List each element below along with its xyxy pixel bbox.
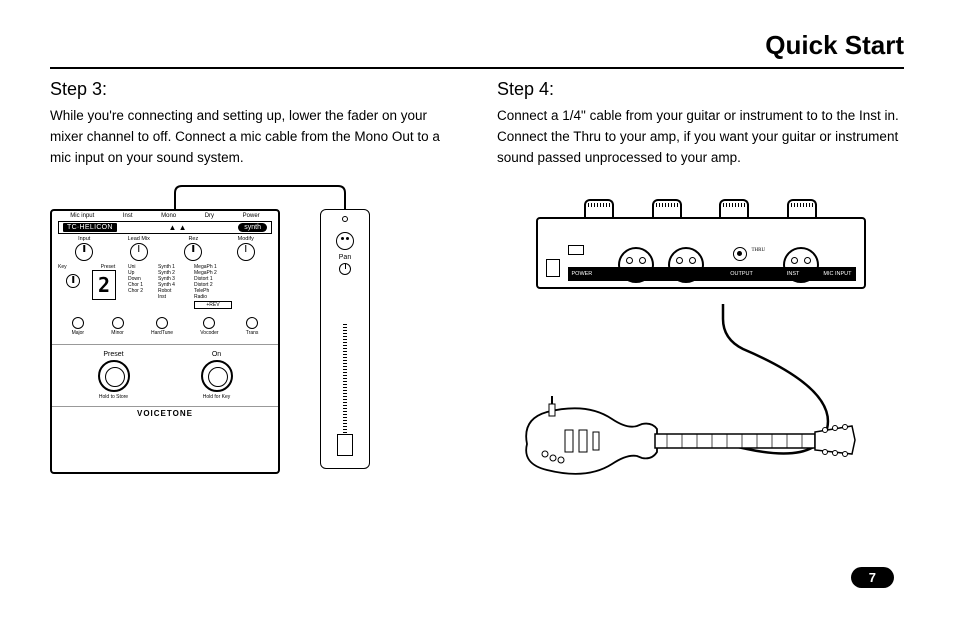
key-label: Key xyxy=(58,264,88,270)
pedal-top-label: Dry xyxy=(205,213,214,219)
pan-knob-icon xyxy=(339,263,351,275)
thru-label: THRU xyxy=(752,248,766,253)
rear-inst-label: INST xyxy=(787,271,800,277)
small-knob-icon xyxy=(72,317,84,329)
knob-label: Input xyxy=(75,236,93,242)
rev-label: +REV xyxy=(194,301,232,309)
small-knob-label: Vocoder xyxy=(200,330,218,336)
content-columns: Step 3: While you're connecting and sett… xyxy=(50,79,904,489)
step3-figure: Mic input Inst Mono Dry Power TC·HELICON… xyxy=(50,209,457,474)
preset-list: Inst xyxy=(158,294,190,300)
rear-mic-label: MIC INPUT xyxy=(823,271,851,277)
step4-body: Connect a 1/4" cable from your guitar or… xyxy=(497,106,904,169)
pedal-top-label: Inst xyxy=(123,213,133,219)
small-knob-label: Trans xyxy=(246,330,259,336)
pedal-top-label: Power xyxy=(243,213,260,219)
step4-heading: Step 4: xyxy=(497,79,904,100)
knob-icon xyxy=(237,243,255,261)
small-knob-label: Minor xyxy=(111,330,124,336)
pedal-rear-diagram: THRU IN GND POWER OUTPUT INST MIC INPUT xyxy=(536,199,866,309)
rear-output-label: OUTPUT xyxy=(730,271,753,277)
step4-figure: THRU IN GND POWER OUTPUT INST MIC INPUT xyxy=(497,199,904,489)
rear-power-label: POWER xyxy=(572,271,593,277)
small-knob-label: HardTune xyxy=(151,330,173,336)
footswitch-sublabel: Hold for Key xyxy=(201,394,233,400)
pedal-led-icon: ▲ ▲ xyxy=(168,223,186,232)
footswitch-label: On xyxy=(201,351,233,358)
knob-icon xyxy=(184,243,202,261)
xlr-jack-icon xyxy=(336,232,354,250)
footswitch-icon xyxy=(98,360,130,392)
page-number: 7 xyxy=(851,567,894,588)
column-step3: Step 3: While you're connecting and sett… xyxy=(50,79,457,489)
step3-heading: Step 3: xyxy=(50,79,457,100)
knob-label: Lead Mix xyxy=(128,236,150,242)
pan-label: Pan xyxy=(321,254,369,261)
power-jack-icon xyxy=(546,259,560,277)
knob-icon xyxy=(130,243,148,261)
pedal-top-diagram: Mic input Inst Mono Dry Power TC·HELICON… xyxy=(50,209,280,474)
pedal-top-label: Mic input xyxy=(70,213,94,219)
footswitch-sublabel: Hold to Store xyxy=(98,394,130,400)
small-knob-icon xyxy=(156,317,168,329)
small-knob-label: Major xyxy=(72,330,85,336)
small-knob-icon xyxy=(246,317,258,329)
knob-label: Modify xyxy=(237,236,255,242)
knob-label: Rez xyxy=(184,236,202,242)
preset-list: Radio xyxy=(194,294,232,300)
mixer-channel-strip: Pan xyxy=(320,209,370,469)
step3-body: While you're connecting and setting up, … xyxy=(50,106,457,169)
knob-icon xyxy=(75,243,93,261)
fader-cap-icon xyxy=(337,434,353,456)
pedal-top-label: Mono xyxy=(161,213,176,219)
footswitch-label: Preset xyxy=(98,351,130,358)
column-step4: Step 4: Connect a 1/4" cable from your g… xyxy=(497,79,904,489)
pedal-model: synth xyxy=(238,223,267,232)
preset-list: Chor 2 xyxy=(128,288,154,294)
inst-thru-jack-icon xyxy=(733,247,747,261)
pedal-footer: VOICETONE xyxy=(52,406,278,420)
small-knob-icon xyxy=(203,317,215,329)
small-knob-icon xyxy=(112,317,124,329)
pedal-brand: TC·HELICON xyxy=(63,223,117,232)
fader-top-hole-icon xyxy=(342,216,348,222)
footswitch-icon xyxy=(201,360,233,392)
knob-icon xyxy=(66,274,80,288)
guitar-icon xyxy=(517,394,857,489)
page-title: Quick Start xyxy=(50,30,904,69)
preset-display: 2 xyxy=(92,270,116,300)
usb-jack-icon xyxy=(568,245,584,255)
